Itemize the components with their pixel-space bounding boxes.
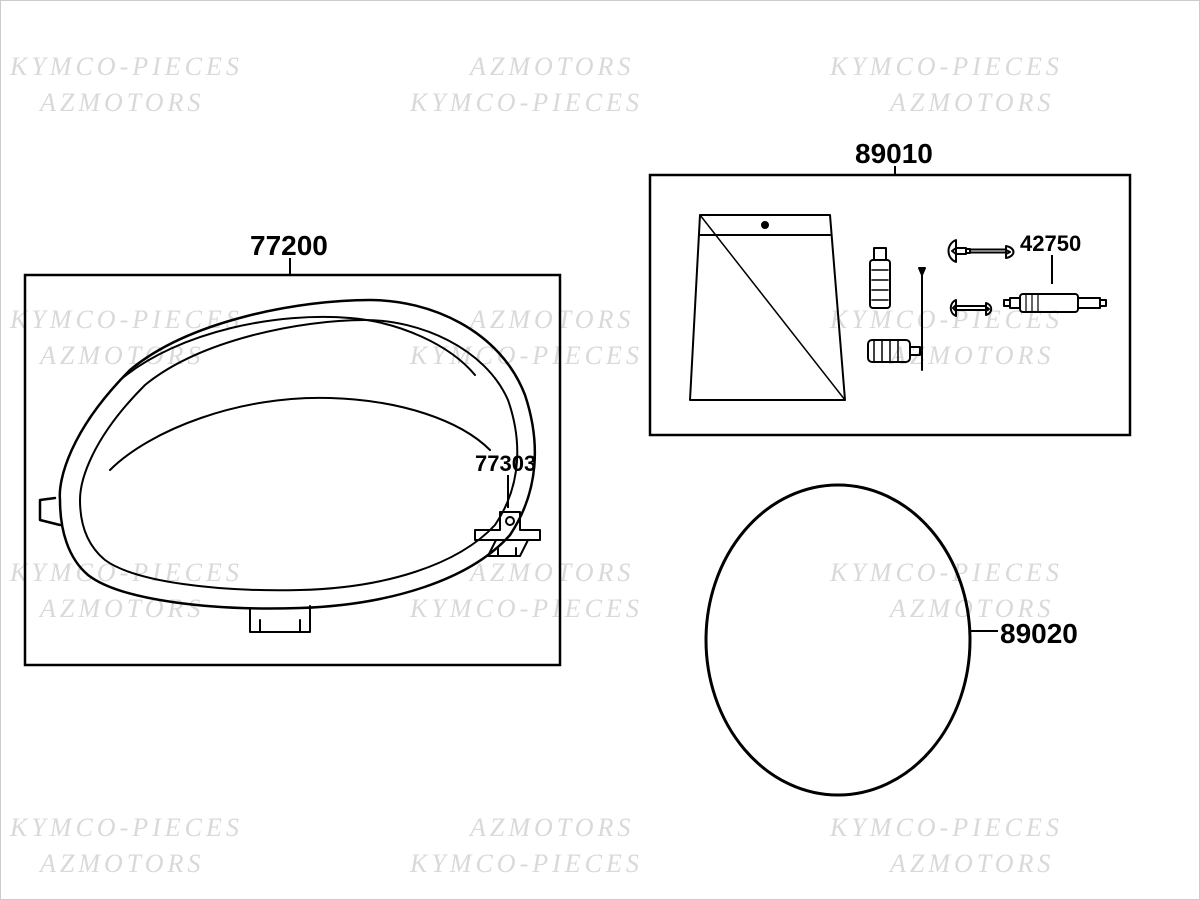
label-belt: 89020 [1000,618,1078,650]
label-seat: 77200 [250,230,328,262]
belt-ellipse [706,485,970,795]
label-bracket-text: 77303 [475,451,536,476]
label-tirepump: 42750 [1020,231,1081,257]
label-toolkit: 89010 [855,138,933,170]
label-tirepump-text: 42750 [1020,231,1081,256]
seat-illustration [40,300,535,632]
label-seat-text: 77200 [250,230,328,261]
diagram-svg [0,0,1200,900]
label-toolkit-text: 89010 [855,138,933,169]
label-bracket: 77303 [475,451,536,477]
label-belt-text: 89020 [1000,618,1078,649]
